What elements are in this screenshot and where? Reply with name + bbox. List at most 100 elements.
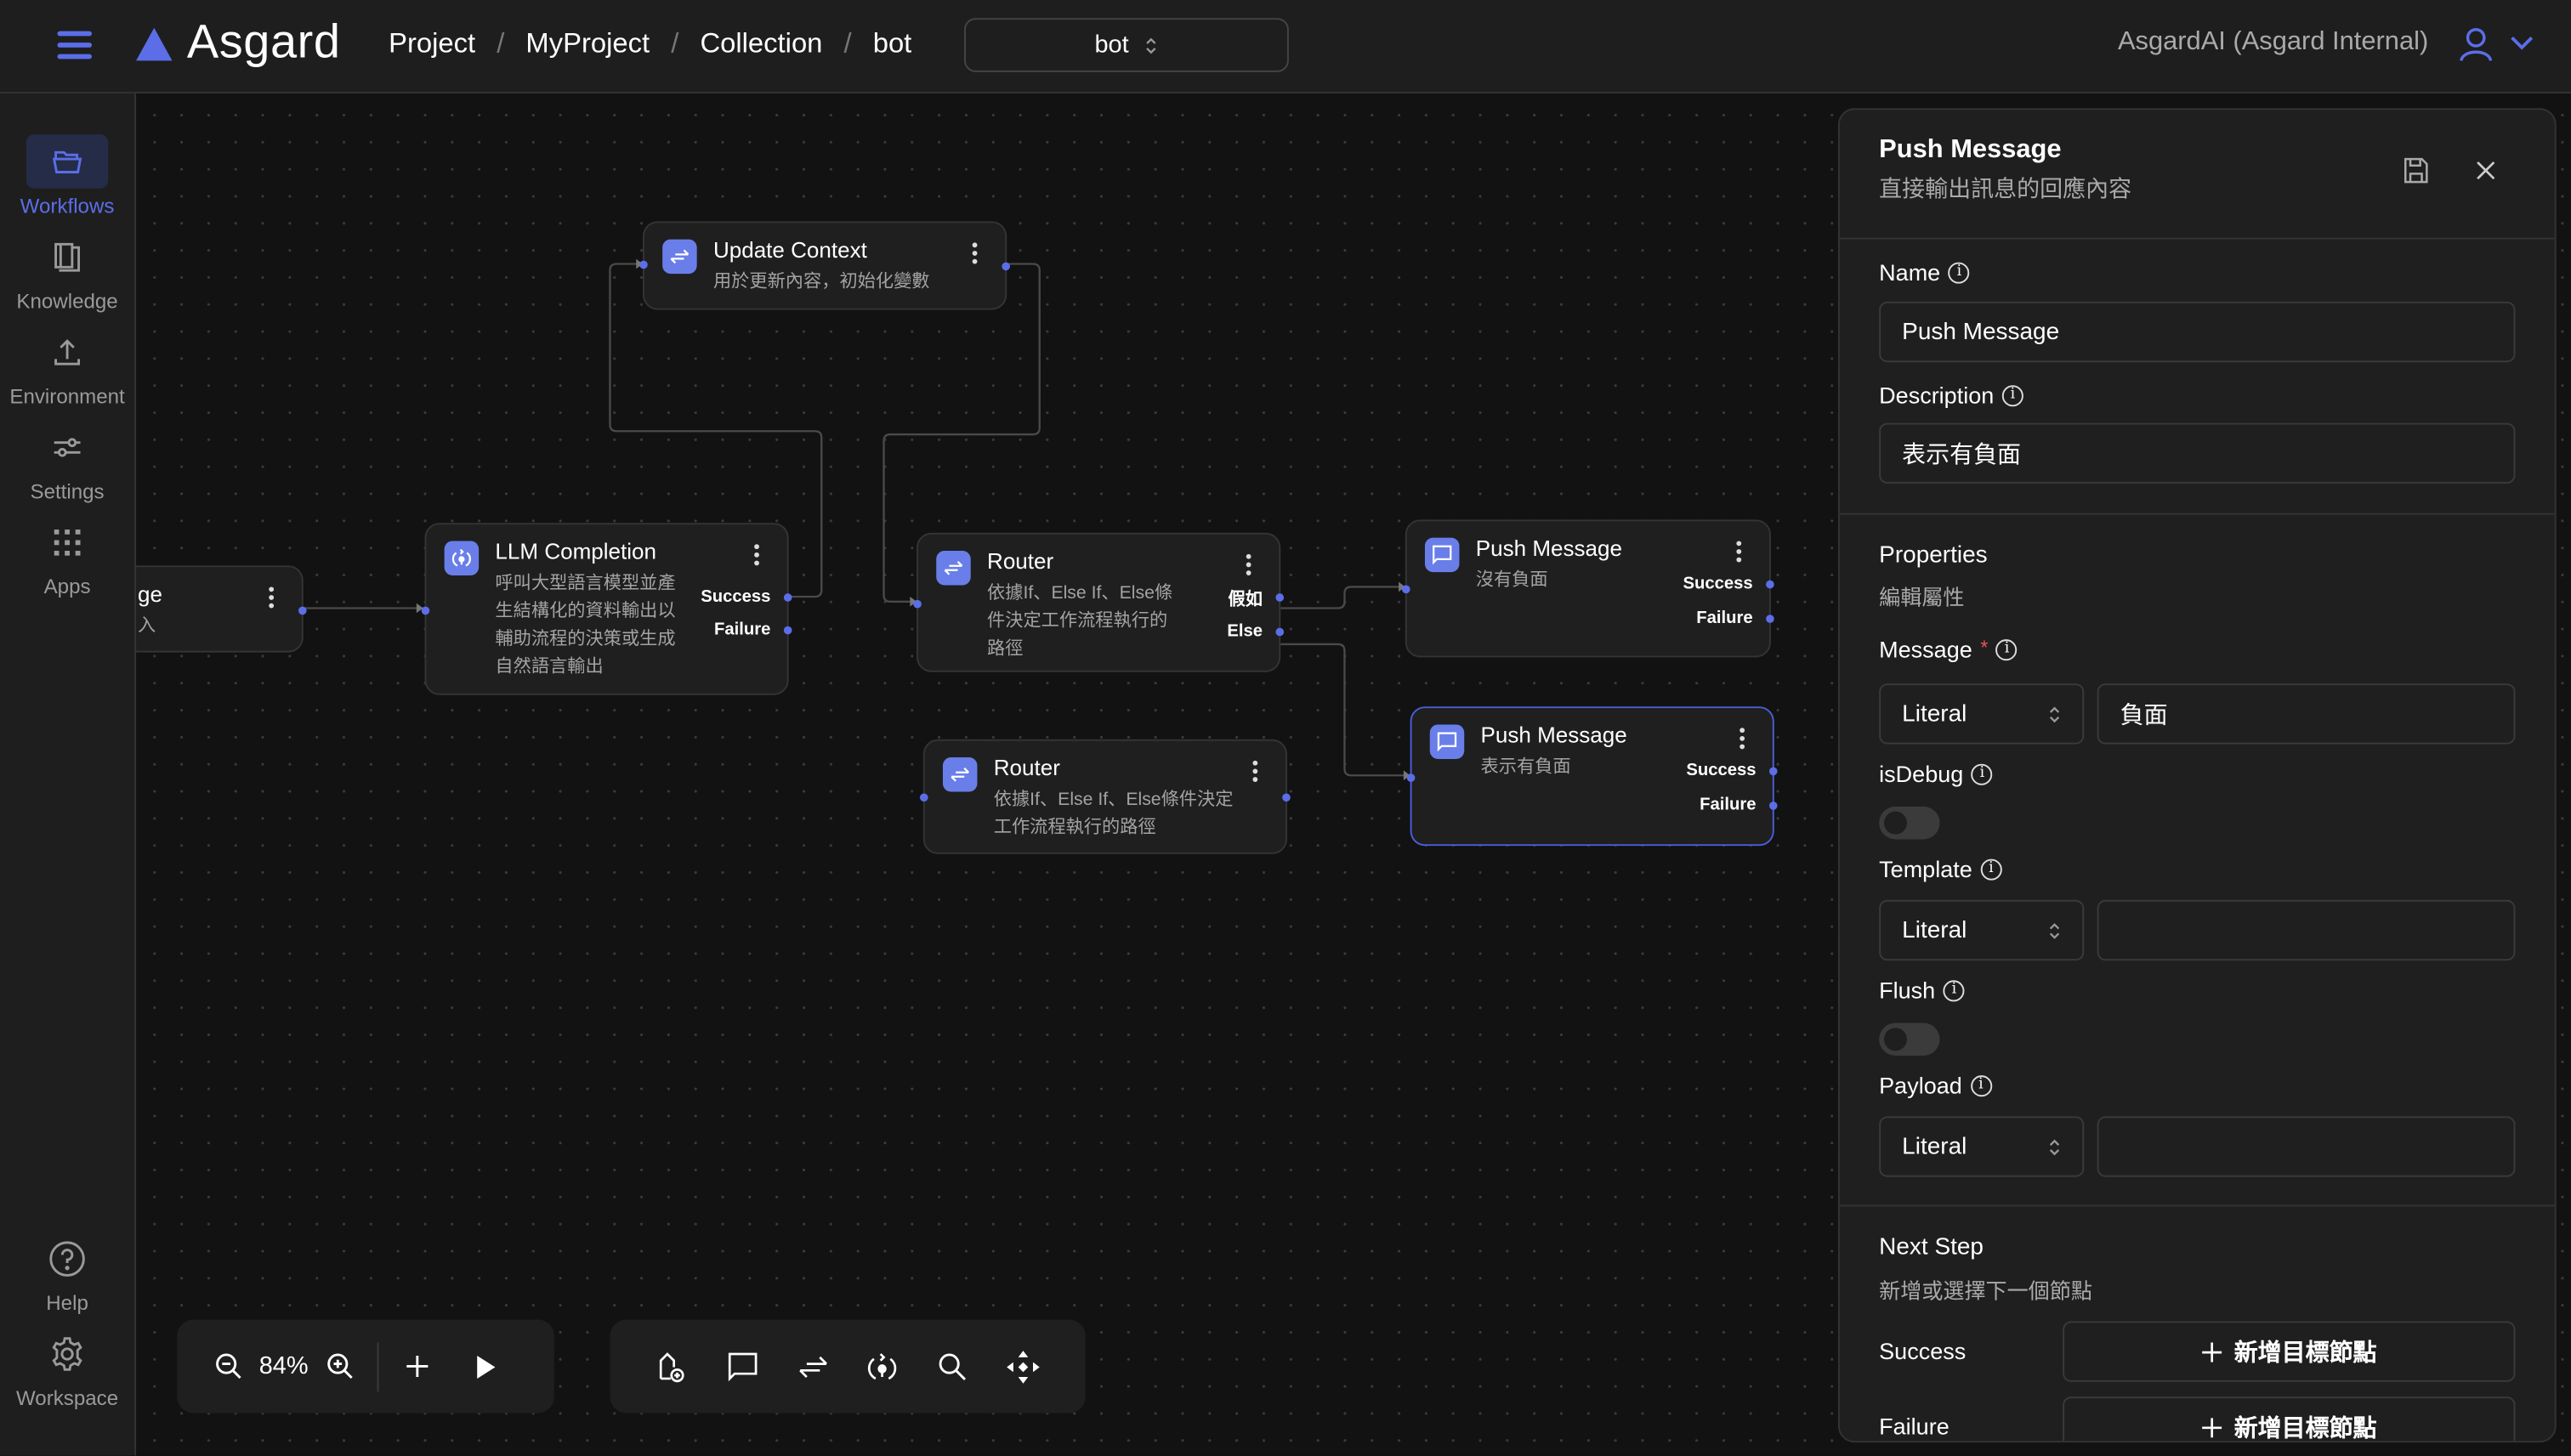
input-port[interactable] (639, 260, 648, 269)
output-port[interactable] (1282, 793, 1291, 802)
info-icon[interactable]: i (1980, 858, 2002, 880)
run-button[interactable] (461, 1342, 510, 1391)
llm-icon (444, 541, 480, 575)
message-field[interactable] (2097, 683, 2516, 745)
sidebar-item-workflows[interactable]: Workflows (0, 134, 134, 218)
payload-type-value: Literal (1902, 1133, 1967, 1160)
breadcrumb-separator: / (843, 27, 852, 59)
add-failure-target-button[interactable]: 新增目標節點 (2063, 1397, 2516, 1442)
save-icon[interactable] (2404, 157, 2428, 184)
template-field[interactable] (2097, 899, 2516, 961)
swap-arrows-icon (798, 1355, 827, 1378)
add-button[interactable] (392, 1342, 441, 1391)
search-tool[interactable] (928, 1342, 978, 1391)
breadcrumb-myproject[interactable]: MyProject (525, 27, 650, 59)
sidebar-item-label: Knowledge (16, 290, 118, 314)
add-success-target-button[interactable]: 新增目標節點 (2063, 1321, 2516, 1382)
sidebar-item-label: Environment (9, 385, 125, 409)
breadcrumb-bot[interactable]: bot (872, 27, 912, 59)
output-port[interactable] (783, 593, 792, 602)
push-message-tool[interactable] (718, 1342, 767, 1391)
message-label-text: Message (1879, 636, 1972, 663)
zoom-out-button[interactable] (203, 1342, 253, 1391)
input-port[interactable] (421, 605, 430, 615)
sidebar-item-label: Settings (30, 480, 105, 504)
output-port[interactable] (1275, 593, 1285, 602)
plus-icon (406, 1355, 428, 1378)
output-port[interactable] (298, 605, 307, 615)
output-port[interactable] (1768, 802, 1778, 810)
info-icon[interactable]: i (1996, 638, 2018, 660)
sidebar-item-knowledge[interactable]: Knowledge (0, 229, 134, 313)
name-field[interactable] (1879, 301, 2516, 363)
info-icon[interactable]: i (1948, 261, 1970, 283)
chat-bubble-icon (1424, 537, 1460, 573)
message-type-select[interactable]: Literal (1879, 683, 2085, 745)
node-description: 沒有負面 (1475, 570, 1548, 591)
more-vertical-icon[interactable] (1740, 728, 1746, 752)
user-icon[interactable] (2458, 26, 2494, 62)
output-port[interactable] (1766, 580, 1774, 589)
more-vertical-icon[interactable] (1736, 541, 1743, 565)
more-vertical-icon[interactable] (269, 586, 275, 611)
move-icon (1007, 1350, 1040, 1383)
more-vertical-icon[interactable] (972, 242, 979, 267)
description-field[interactable] (1879, 422, 2516, 484)
isdebug-toggle[interactable] (1879, 806, 1940, 840)
close-icon[interactable] (2476, 161, 2495, 180)
organization-name[interactable]: AsgardAI (Asgard Internal) (2117, 27, 2429, 56)
output-port[interactable] (1002, 262, 1011, 271)
plus-icon (2201, 1341, 2222, 1362)
workflow-node[interactable]: LLM Completion 呼叫大型語言模型並產生結構化的資料輸出以輔助流程的決… (421, 523, 792, 695)
more-vertical-icon[interactable] (754, 544, 761, 569)
node-title: Router (993, 756, 1060, 781)
workflow-node[interactable]: Push Message 沒有負面 Success Failure (1401, 519, 1774, 658)
info-icon[interactable]: i (2001, 384, 2023, 406)
input-port[interactable] (1406, 773, 1416, 781)
flush-toggle[interactable] (1879, 1023, 1940, 1057)
input-port[interactable] (913, 598, 922, 608)
more-vertical-icon[interactable] (1252, 760, 1259, 785)
input-port[interactable] (1401, 585, 1410, 594)
breadcrumb-collection[interactable]: Collection (700, 27, 823, 59)
sidebar-item-help[interactable]: Help (0, 1231, 134, 1315)
zoom-in-button[interactable] (315, 1342, 364, 1391)
panel-subtitle: 直接輸出訊息的回應內容 (1879, 175, 2132, 202)
workflow-node[interactable]: Router 依據If、Else If、Else條件決定工作流程執行的路徑 (919, 739, 1291, 854)
input-port[interactable] (919, 793, 928, 802)
required-mark: * (1980, 636, 1989, 660)
sidebar-item-settings[interactable]: Settings (0, 420, 134, 503)
node-description: 入 (138, 616, 156, 637)
menu-icon[interactable] (57, 31, 93, 59)
info-icon[interactable]: i (1943, 979, 1965, 1001)
name-label-text: Name (1879, 258, 1941, 286)
workflow-node[interactable]: Router 依據If、Else If、Else條件決定工作流程執行的路徑 假如 El… (913, 532, 1285, 672)
chevron-down-icon[interactable] (2509, 33, 2535, 53)
output-port[interactable] (1275, 627, 1285, 637)
sidebar-item-apps[interactable]: Apps (0, 515, 134, 598)
more-vertical-icon[interactable] (1246, 553, 1253, 579)
output-port[interactable] (783, 626, 792, 635)
workflow-node[interactable]: Push Message 表示有負面 Success Failure (1406, 706, 1778, 847)
move-tool[interactable] (999, 1342, 1048, 1391)
workflow-node[interactable]: Update Context 用於更新內容，初始化變數 (639, 221, 1011, 310)
node-output-label: Else (1227, 620, 1263, 642)
output-port[interactable] (1766, 615, 1774, 623)
info-icon[interactable]: i (1971, 762, 1993, 785)
payload-field[interactable] (2097, 1116, 2516, 1177)
bot-select[interactable]: bot (964, 18, 1289, 72)
info-icon[interactable]: i (1970, 1074, 1992, 1096)
sidebar-item-workspace[interactable]: Workspace (0, 1326, 134, 1410)
play-icon (477, 1354, 496, 1378)
add-node-button[interactable] (647, 1342, 696, 1391)
router-tool[interactable] (788, 1342, 837, 1391)
flush-label: Flush i (1879, 977, 1965, 1003)
breadcrumb-project[interactable]: Project (389, 27, 476, 59)
payload-type-select[interactable]: Literal (1879, 1116, 2085, 1177)
zoom-toolbar: 84% (177, 1319, 554, 1414)
template-type-select[interactable]: Literal (1879, 899, 2085, 961)
sliders-icon (54, 437, 81, 456)
output-port[interactable] (1768, 767, 1778, 776)
sidebar-item-environment[interactable]: Environment (0, 325, 134, 408)
llm-tool[interactable] (858, 1342, 907, 1391)
